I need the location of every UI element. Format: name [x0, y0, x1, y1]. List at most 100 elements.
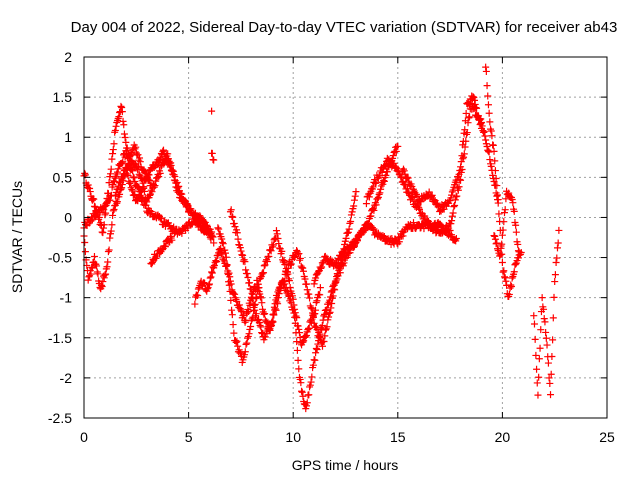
data-point — [493, 192, 501, 200]
data-point — [178, 190, 186, 198]
data-point — [277, 284, 285, 292]
data-point — [448, 217, 456, 225]
data-point — [512, 228, 520, 236]
data-point — [553, 244, 561, 252]
data-point — [104, 258, 112, 266]
data-point — [209, 233, 217, 241]
data-point — [450, 203, 458, 211]
data-point — [119, 158, 127, 166]
data-point — [487, 127, 495, 135]
data-point — [369, 183, 377, 191]
data-point — [551, 271, 559, 279]
y-tick-label: 0 — [64, 209, 72, 225]
data-point — [484, 101, 492, 109]
data-point — [505, 290, 513, 298]
data-point — [130, 191, 138, 199]
data-point — [123, 166, 131, 174]
data-point — [228, 213, 236, 221]
data-point — [155, 173, 163, 181]
data-point — [466, 113, 474, 121]
data-point — [489, 171, 497, 179]
data-point — [546, 379, 554, 387]
data-point — [295, 365, 303, 373]
data-point — [271, 305, 279, 313]
data-point — [231, 290, 239, 298]
data-point — [377, 182, 385, 190]
data-point — [105, 246, 113, 254]
data-point — [382, 171, 390, 179]
x-tick-labels: 0 5 10 15 20 25 — [80, 429, 615, 445]
data-point — [101, 202, 109, 210]
data-point — [108, 221, 116, 229]
data-point — [267, 247, 275, 255]
data-point — [451, 196, 459, 204]
data-point — [235, 346, 243, 354]
series-sat-f — [214, 142, 402, 413]
y-tick-label: 2 — [64, 49, 72, 65]
data-point — [459, 141, 467, 149]
data-point — [551, 278, 559, 286]
data-point — [120, 130, 128, 138]
data-point — [284, 291, 292, 299]
data-point — [273, 298, 281, 306]
data-point — [303, 399, 311, 407]
data-point — [496, 252, 504, 260]
data-point — [86, 184, 94, 192]
y-tick-label: -2 — [60, 370, 73, 386]
data-point — [494, 191, 502, 199]
data-point — [218, 235, 226, 243]
data-point — [448, 191, 456, 199]
data-point — [131, 145, 139, 153]
data-point — [140, 183, 148, 191]
data-point — [81, 169, 89, 177]
data-point — [322, 326, 330, 334]
data-point — [345, 225, 353, 233]
data-point — [168, 236, 176, 244]
data-point — [210, 261, 218, 269]
data-point — [134, 197, 142, 205]
data-point — [275, 240, 283, 248]
data-point — [493, 182, 501, 190]
data-point — [318, 342, 326, 350]
data-point — [309, 312, 317, 320]
data-point — [241, 348, 249, 356]
data-point — [500, 273, 508, 281]
data-point — [218, 238, 226, 246]
data-point — [507, 281, 515, 289]
data-point — [88, 196, 96, 204]
data-point — [459, 137, 467, 145]
data-point — [123, 150, 131, 158]
data-point — [462, 109, 470, 117]
data-point — [553, 254, 561, 262]
data-point — [500, 267, 508, 275]
data-point — [110, 140, 118, 148]
data-point — [483, 142, 491, 150]
data-point — [530, 320, 538, 328]
data-point — [229, 321, 237, 329]
data-point — [123, 153, 131, 161]
data-point — [486, 156, 494, 164]
data-point — [170, 229, 178, 237]
data-point — [536, 344, 544, 352]
data-point — [285, 277, 293, 285]
data-point — [88, 264, 96, 272]
data-point — [453, 192, 461, 200]
data-point — [498, 258, 506, 266]
data-point — [248, 315, 256, 323]
data-point — [498, 231, 506, 239]
data-point — [100, 206, 108, 214]
data-point — [90, 252, 98, 260]
data-point — [270, 311, 278, 319]
data-point — [484, 92, 492, 100]
data-point — [515, 251, 523, 259]
data-point — [283, 268, 291, 276]
data-point — [221, 249, 229, 257]
data-point — [263, 258, 271, 266]
data-point — [489, 141, 497, 149]
x-tick-label: 20 — [495, 429, 511, 445]
data-point — [207, 273, 215, 281]
data-point — [244, 274, 252, 282]
data-point — [109, 150, 117, 158]
data-point — [101, 211, 109, 219]
